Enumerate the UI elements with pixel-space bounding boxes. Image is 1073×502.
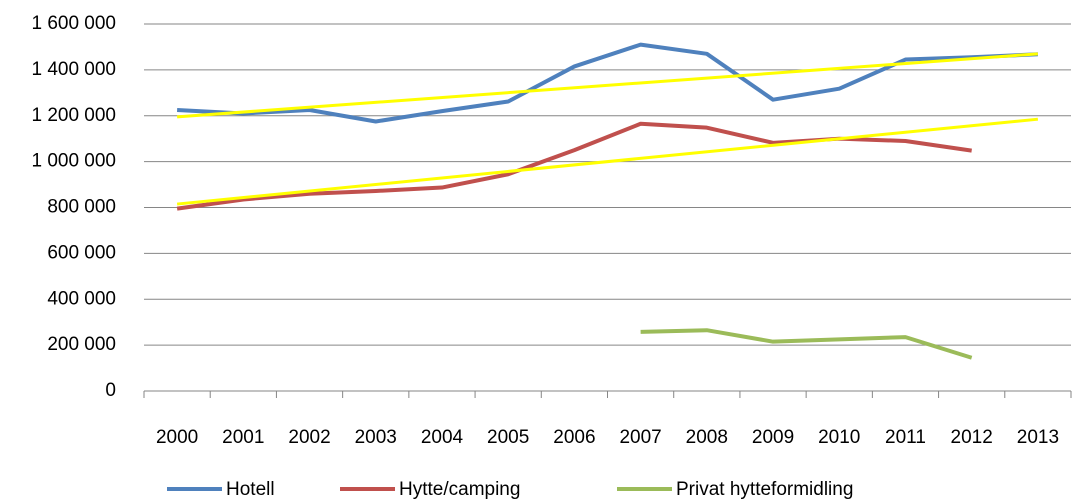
x-tick-label: 2006 [553, 427, 595, 448]
x-tick-label: 2004 [421, 427, 464, 448]
trendline [176, 52, 1039, 119]
y-tick-label: 1 000 000 [31, 151, 116, 172]
series-line [640, 328, 973, 360]
y-tick-label: 1 400 000 [31, 59, 116, 80]
x-tick-label: 2009 [752, 427, 794, 448]
legend-label: Privat hytteformidling [676, 479, 853, 500]
series-line [177, 42, 1038, 124]
trendline [176, 117, 1039, 206]
y-tick-label: 0 [105, 380, 116, 401]
x-tick-label: 2013 [1017, 427, 1059, 448]
x-tick-label: 2007 [619, 427, 661, 448]
x-tick-label: 2002 [288, 427, 330, 448]
x-tick-label: 2005 [487, 427, 529, 448]
x-tick-label: 2012 [951, 427, 993, 448]
x-tick-label: 2000 [156, 427, 198, 448]
y-tick-label: 200 000 [47, 334, 116, 355]
x-tick-label: 2010 [818, 427, 860, 448]
x-tick-label: 2008 [686, 427, 728, 448]
x-tick-label: 2001 [222, 427, 264, 448]
legend-label: Hytte/camping [399, 479, 520, 500]
y-tick-label: 600 000 [47, 242, 116, 263]
legend-label: Hotell [226, 479, 275, 500]
y-tick-label: 800 000 [47, 197, 116, 218]
y-tick-label: 1 600 000 [31, 13, 116, 34]
y-tick-label: 1 200 000 [31, 105, 116, 126]
x-tick-label: 2011 [885, 427, 926, 448]
y-tick-label: 400 000 [47, 288, 116, 309]
x-tick-label: 2003 [355, 427, 397, 448]
